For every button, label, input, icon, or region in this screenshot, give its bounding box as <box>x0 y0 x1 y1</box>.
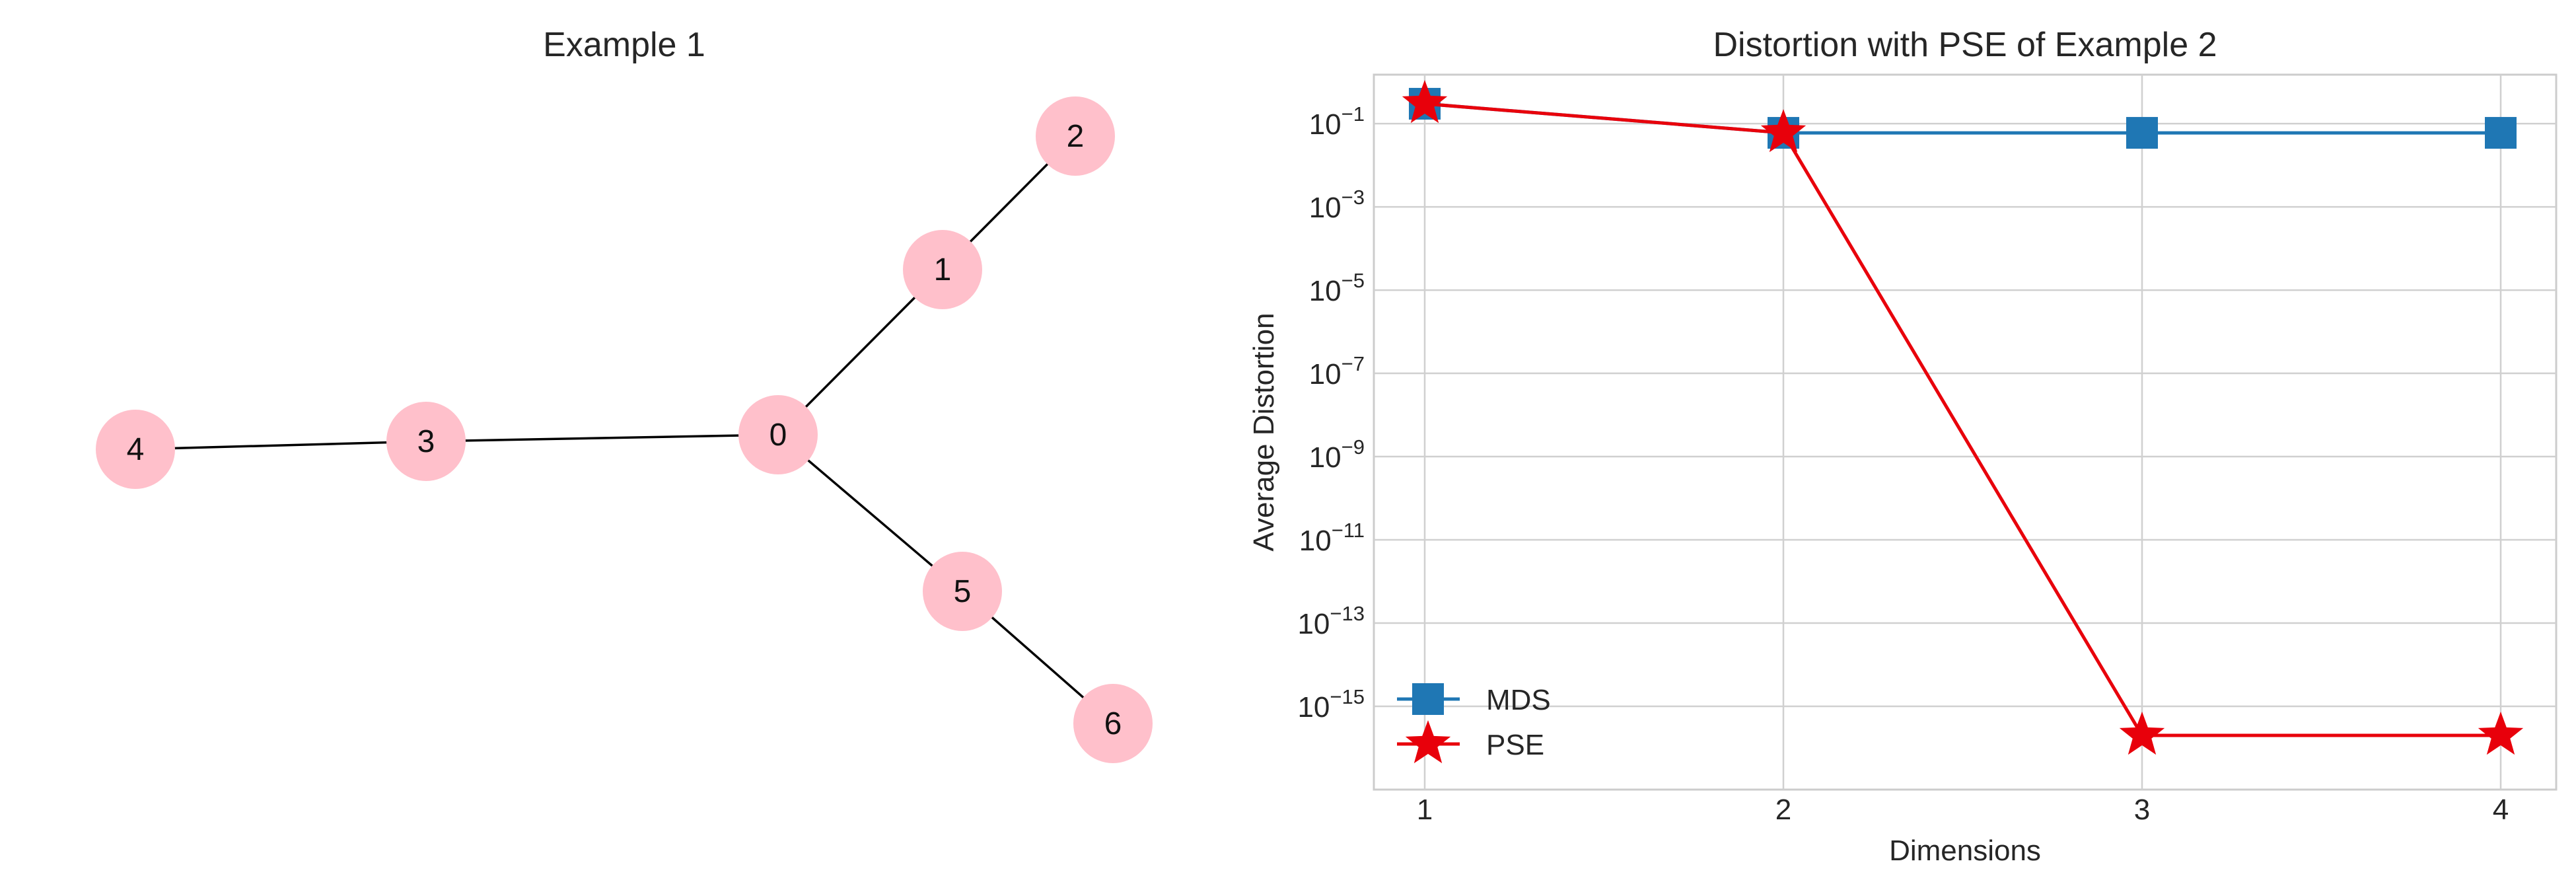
x-tick-label: 1 <box>1417 794 1433 826</box>
y-tick-base: 10 <box>1309 192 1342 224</box>
y-tick-exponent: −9 <box>1342 435 1365 459</box>
legend-marker <box>1412 683 1444 715</box>
data-point-pse <box>1402 80 1448 124</box>
graph-node-circle <box>923 552 1002 631</box>
legend-entry-mds: MDS <box>1397 683 1551 716</box>
graph-node-4: 4 <box>96 410 175 489</box>
graph-edge-0-5 <box>777 433 964 593</box>
graph-node-circle <box>1073 684 1153 763</box>
y-tick-base: 10 <box>1297 608 1330 640</box>
y-tick-label: 10−3 <box>1309 186 1365 224</box>
series-layer <box>1402 80 2524 755</box>
legend-entry-pse: PSE <box>1397 720 1544 764</box>
y-tick-base: 10 <box>1309 441 1342 474</box>
line-chart-panel: Distortion with PSE of Example 2 10−1510… <box>1248 26 2558 867</box>
graph-node-label: 5 <box>954 574 972 609</box>
y-tick-base: 10 <box>1309 108 1342 141</box>
y-tick-label: 10−11 <box>1299 519 1365 557</box>
y-tick-label: 10−13 <box>1297 602 1365 640</box>
x-tick-label: 3 <box>2134 794 2150 826</box>
y-tick-base: 10 <box>1309 275 1342 307</box>
graph-node-2: 2 <box>1036 96 1115 176</box>
graph-node-6: 6 <box>1073 684 1153 763</box>
x-tick-label: 2 <box>1775 794 1791 826</box>
graph-node-3: 3 <box>386 402 466 481</box>
y-tick-label: 10−1 <box>1309 102 1365 141</box>
series-line-pse <box>1424 102 2501 737</box>
graph-edge-3-4 <box>135 440 427 451</box>
graph-node-circle <box>1036 96 1115 176</box>
graph-edges <box>135 135 1114 725</box>
graph-node-label: 2 <box>1067 119 1085 154</box>
x-axis-label: Dimensions <box>1889 835 2041 867</box>
y-tick-label: 10−9 <box>1309 435 1365 474</box>
y-tick-exponent: −13 <box>1330 602 1365 625</box>
graph-node-circle <box>738 395 818 474</box>
data-point-pse <box>1760 109 1807 153</box>
x-tick-label: 4 <box>2493 794 2509 826</box>
data-point-pse <box>2119 712 2165 755</box>
graph-node-5: 5 <box>923 552 1002 631</box>
chart-title: Distortion with PSE of Example 2 <box>1713 26 2217 64</box>
x-axis-ticks: 1 2 3 4 <box>1417 794 2509 826</box>
y-tick-exponent: −7 <box>1342 352 1365 375</box>
graph-node-label: 0 <box>769 418 787 453</box>
graph-node-circle <box>96 410 175 489</box>
series-pse <box>1402 80 2524 755</box>
y-tick-exponent: −15 <box>1330 685 1365 708</box>
legend-marker <box>1405 720 1451 764</box>
data-point-mds <box>2126 117 2158 149</box>
y-tick-label: 10−7 <box>1309 352 1365 390</box>
y-axis-label: Average Distortion <box>1248 313 1280 551</box>
y-tick-label: 10−15 <box>1297 685 1365 724</box>
y-tick-base: 10 <box>1309 358 1342 390</box>
graph-edge-0-3 <box>425 433 779 443</box>
graph-node-circle <box>903 230 982 309</box>
y-tick-exponent: −3 <box>1342 186 1365 209</box>
graph-node-label: 1 <box>934 252 952 287</box>
network-graph-panel: Example 1 0 1 2 3 4 5 6 <box>96 26 1153 763</box>
y-tick-base: 10 <box>1297 691 1330 724</box>
y-tick-label: 10−5 <box>1309 269 1365 307</box>
graph-nodes: 0 1 2 3 4 5 6 <box>96 96 1153 763</box>
legend-label: MDS <box>1486 684 1551 716</box>
y-tick-exponent: −5 <box>1342 269 1365 292</box>
data-point-pse <box>2478 712 2524 755</box>
graph-title: Example 1 <box>543 26 705 64</box>
graph-node-0: 0 <box>738 395 818 474</box>
y-tick-base: 10 <box>1299 525 1332 557</box>
data-point-mds <box>2485 117 2517 149</box>
y-tick-exponent: −11 <box>1332 519 1365 542</box>
legend-label: PSE <box>1486 729 1544 761</box>
y-tick-exponent: −1 <box>1342 102 1365 126</box>
graph-node-label: 3 <box>417 424 435 459</box>
graph-node-label: 4 <box>127 432 145 467</box>
plot-area <box>1373 73 2558 791</box>
legend: MDS PSE <box>1397 683 1551 764</box>
graph-node-label: 6 <box>1104 706 1122 741</box>
graph-node-1: 1 <box>903 230 982 309</box>
graph-node-circle <box>386 402 466 481</box>
grid-lines <box>1374 75 2556 790</box>
